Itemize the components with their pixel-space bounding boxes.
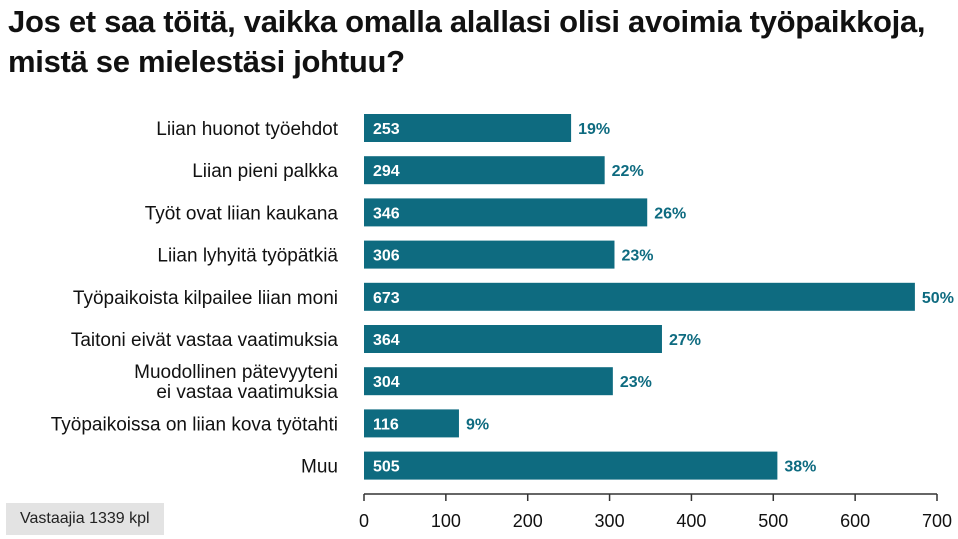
- category-label: Muu: [301, 457, 338, 478]
- bar-percent-label: 50%: [922, 290, 954, 307]
- x-tick-label: 500: [758, 511, 788, 531]
- x-tick-label: 100: [431, 511, 461, 531]
- bar-percent-label: 27%: [669, 332, 701, 349]
- bar-value-label: 253: [373, 121, 400, 138]
- bar-value-label: 294: [373, 163, 400, 180]
- category-label: Työpaikoista kilpailee liian moni: [73, 288, 338, 309]
- bar-percent-label: 19%: [578, 121, 610, 138]
- bar: [364, 198, 648, 227]
- bar: [364, 156, 605, 185]
- bar: [364, 114, 572, 142]
- x-tick-label: 200: [513, 511, 543, 531]
- category-label: Työt ovat liian kaukana: [145, 203, 339, 224]
- bar-value-label: 364: [373, 332, 400, 349]
- bar: [364, 367, 613, 396]
- bars-group: Liian huonot työehdot 253 19% Liian pieni p…: [51, 114, 954, 480]
- bar-percent-label: 26%: [654, 205, 686, 222]
- chart-title: Jos et saa töitä, vaikka omalla alallasi…: [8, 4, 926, 79]
- bar-percent-label: 22%: [612, 163, 644, 180]
- bar: [364, 451, 778, 480]
- bar-percent-label: 23%: [620, 374, 652, 391]
- bar: [364, 325, 662, 353]
- x-tick-label: 400: [676, 511, 706, 531]
- category-label: Muodollinen pätevyyteni: [134, 362, 338, 383]
- category-label: Liian huonot työehdot: [156, 119, 338, 140]
- bar-percent-label: 38%: [784, 459, 816, 476]
- bar-value-label: 304: [373, 374, 400, 391]
- x-tick-label: 0: [359, 511, 369, 531]
- respondents-note: Vastaajia 1339 kpl: [6, 503, 164, 535]
- bar-value-label: 673: [373, 290, 400, 307]
- x-axis: 0 100 200 300 400 500 600 700: [359, 493, 952, 531]
- category-label: Taitoni eivät vastaa vaatimuksia: [71, 330, 339, 351]
- x-tick-label: 700: [922, 511, 952, 531]
- bar: [364, 282, 915, 311]
- category-label: ei vastaa vaatimuksia: [156, 382, 338, 403]
- bar-percent-label: 9%: [466, 416, 489, 433]
- x-tick-label: 300: [595, 511, 625, 531]
- bar-value-label: 505: [373, 459, 400, 476]
- bar-value-label: 306: [373, 248, 400, 265]
- x-tick-label: 600: [840, 511, 870, 531]
- category-label: Työpaikoissa on liian kova työtahti: [51, 414, 338, 435]
- bar: [364, 240, 615, 269]
- bar: [364, 409, 459, 438]
- category-label: Liian pieni palkka: [192, 161, 338, 182]
- category-label: Liian lyhyitä työpätkiä: [157, 246, 338, 267]
- bar-percent-label: 23%: [621, 248, 653, 265]
- bar-value-label: 346: [373, 205, 400, 222]
- bar-value-label: 116: [373, 416, 399, 433]
